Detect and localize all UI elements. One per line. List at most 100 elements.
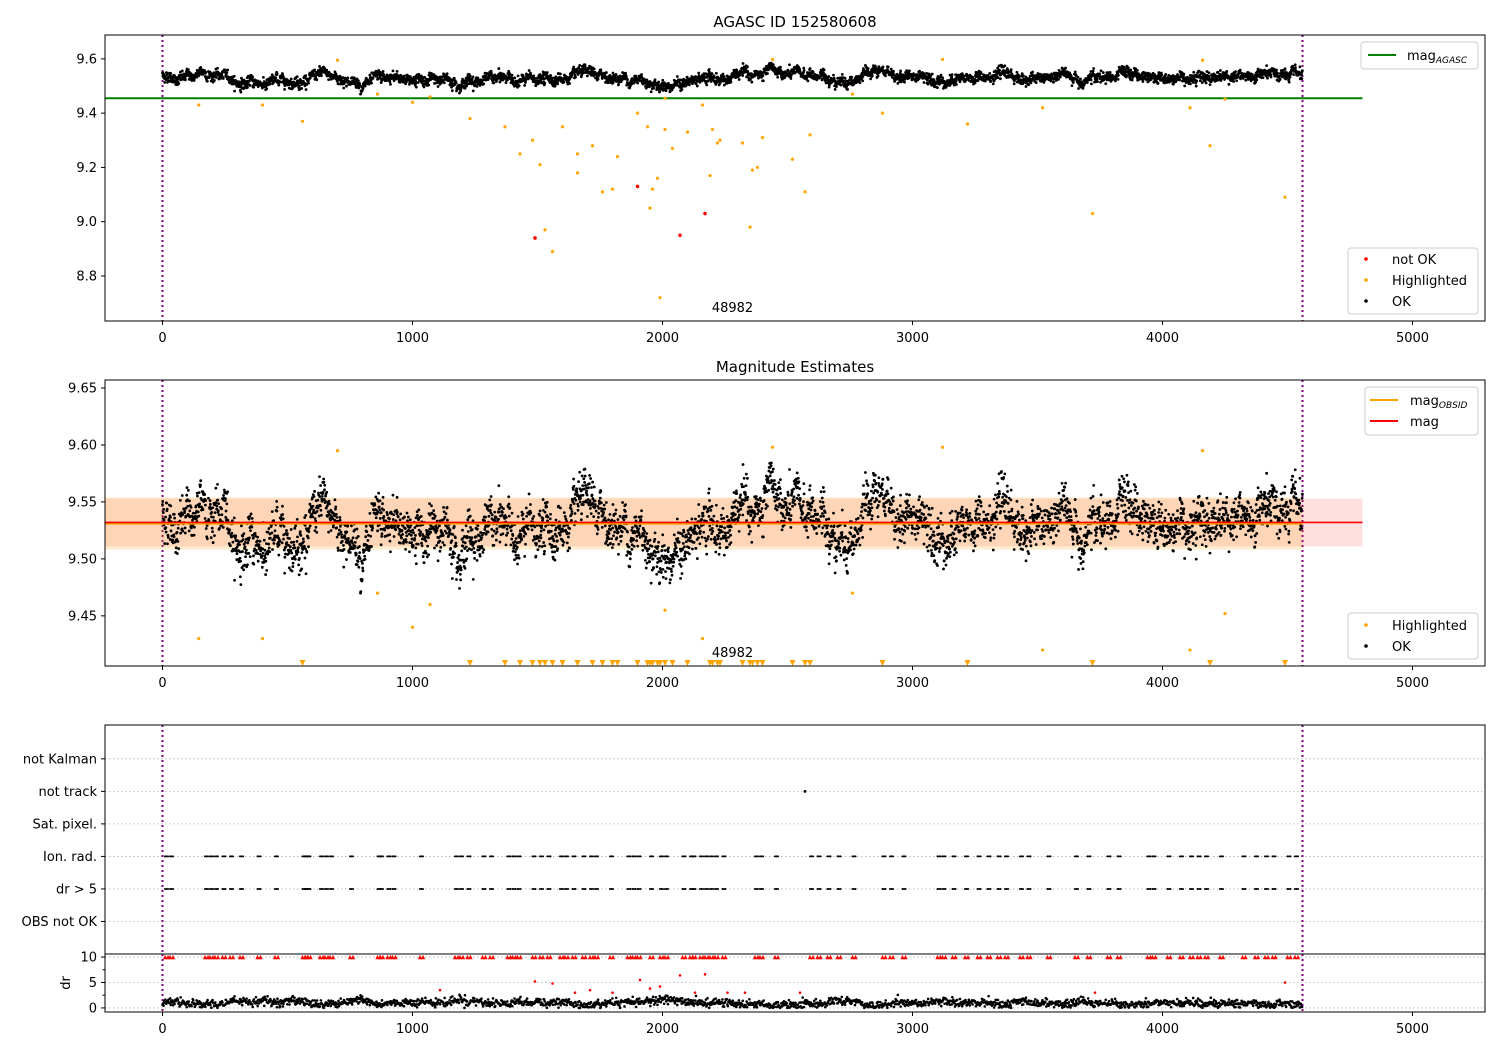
ok-point (624, 71, 627, 75)
ok-point (244, 555, 247, 559)
ok-point (165, 507, 169, 511)
ok-point (517, 84, 521, 88)
x-tick-label: 0 (158, 676, 166, 691)
ok-point (197, 491, 201, 495)
ok-point (353, 544, 357, 548)
ok-point (999, 77, 1002, 81)
highlighted-point (1090, 211, 1095, 216)
ok-point (962, 74, 965, 78)
ok-point (336, 546, 340, 550)
ok-point (302, 540, 305, 544)
ok-point (226, 518, 230, 522)
ok-point (936, 86, 939, 90)
ok-point (497, 67, 501, 70)
ok-point (298, 530, 302, 534)
ok-point (325, 68, 329, 72)
ok-point (199, 479, 203, 483)
x-tick-label: 0 (158, 331, 166, 346)
ok-point (318, 475, 321, 478)
ok-point (270, 531, 274, 535)
y-tick-label: 9.55 (68, 495, 97, 510)
ok-point (228, 528, 232, 532)
ok-point (345, 84, 348, 88)
ok-point (239, 90, 243, 94)
ok-point (248, 555, 252, 559)
ok-point (1293, 63, 1297, 67)
ok-point (695, 84, 699, 88)
ok-point (307, 81, 310, 85)
ok-point (941, 76, 945, 80)
ok-point (251, 75, 255, 79)
ok-point (1300, 77, 1304, 81)
ok-point (827, 75, 831, 78)
ok-point (1101, 71, 1105, 74)
ok-point (553, 84, 557, 88)
ok-point (414, 79, 417, 82)
highlighted-point (575, 152, 580, 156)
ok-point (657, 80, 660, 84)
ok-point (1238, 68, 1242, 72)
ok-point (217, 502, 221, 506)
y-tick-label: 9.4 (76, 107, 97, 122)
ok-point (186, 68, 190, 72)
ok-point (353, 540, 357, 544)
ok-point (358, 545, 361, 548)
ok-point (370, 81, 373, 85)
ok-point (283, 88, 286, 91)
ok-point (162, 72, 166, 76)
highlighted-point (1223, 97, 1227, 101)
ok-point (319, 484, 323, 487)
ok-point (806, 79, 810, 83)
ok-point (1129, 68, 1133, 72)
ok-point (858, 81, 862, 85)
ok-point (973, 81, 977, 85)
ok-point (632, 81, 636, 85)
ok-point (306, 536, 310, 540)
ok-point (403, 74, 406, 78)
ok-point (329, 77, 333, 81)
ok-point (291, 561, 295, 565)
highlighted-point (718, 138, 722, 142)
ok-point (348, 551, 352, 554)
ok-point (1079, 77, 1082, 81)
ok-point (218, 518, 222, 522)
ok-point (233, 578, 236, 582)
ok-point (201, 508, 205, 512)
highlighted-point (770, 57, 775, 62)
legend-marker (1364, 278, 1368, 282)
ok-point (318, 504, 322, 508)
ok-point (244, 548, 248, 552)
ok-point (1227, 82, 1231, 86)
ok-point (275, 505, 279, 509)
ok-point (297, 573, 301, 577)
highlighted-point (750, 168, 755, 172)
ok-point (222, 494, 225, 497)
ok-point (325, 490, 329, 494)
ok-point (881, 65, 885, 69)
ok-point (304, 74, 308, 78)
ok-point (1276, 72, 1280, 75)
ok-point (527, 69, 531, 72)
ok-point (246, 541, 250, 545)
ok-point (171, 538, 175, 542)
ok-point (172, 535, 176, 539)
ok-point (183, 78, 187, 82)
ok-point (161, 503, 164, 506)
ok-point (183, 526, 187, 530)
y-tick-label: 9.0 (76, 215, 97, 230)
ok-point (307, 526, 311, 530)
ok-point (217, 513, 221, 517)
ok-point (355, 527, 359, 531)
ok-point (442, 81, 446, 85)
ok-point (971, 75, 975, 79)
ok-point (815, 78, 819, 82)
ok-point (226, 68, 230, 72)
ok-point (204, 527, 208, 530)
ok-point (559, 72, 562, 76)
ok-point (312, 495, 316, 498)
ok-point (297, 563, 301, 567)
ok-point (475, 84, 479, 88)
ok-point (181, 513, 184, 517)
ok-point (649, 90, 653, 94)
ok-point (267, 546, 271, 550)
